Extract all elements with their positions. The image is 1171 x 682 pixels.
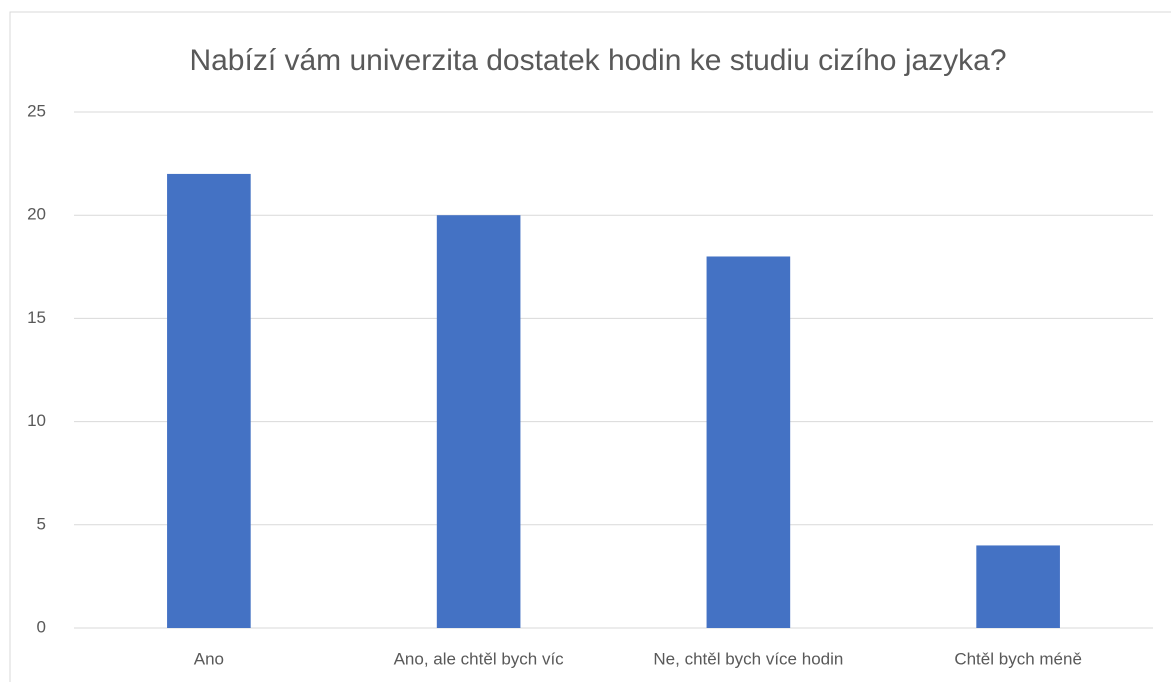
- x-tick-label: Ano: [194, 649, 224, 668]
- y-tick-label: 25: [27, 101, 46, 120]
- y-tick-label: 0: [37, 617, 46, 636]
- y-tick-label: 20: [27, 205, 46, 224]
- y-tick-label: 5: [37, 514, 46, 533]
- bar: [436, 215, 521, 628]
- x-tick-label: Ano, ale chtěl bych víc: [394, 649, 565, 668]
- y-tick-label: 10: [27, 411, 46, 430]
- y-tick-label: 15: [27, 308, 46, 327]
- x-tick-label: Chtěl bych méně: [954, 649, 1082, 668]
- bar: [706, 256, 791, 628]
- chart-frame: [9, 11, 1171, 682]
- x-tick-label: Ne, chtěl bych více hodin: [653, 649, 843, 668]
- bar: [167, 173, 251, 629]
- chart-title: Nabízí vám univerzita dostatek hodin ke …: [189, 44, 1006, 77]
- bar: [976, 545, 1060, 628]
